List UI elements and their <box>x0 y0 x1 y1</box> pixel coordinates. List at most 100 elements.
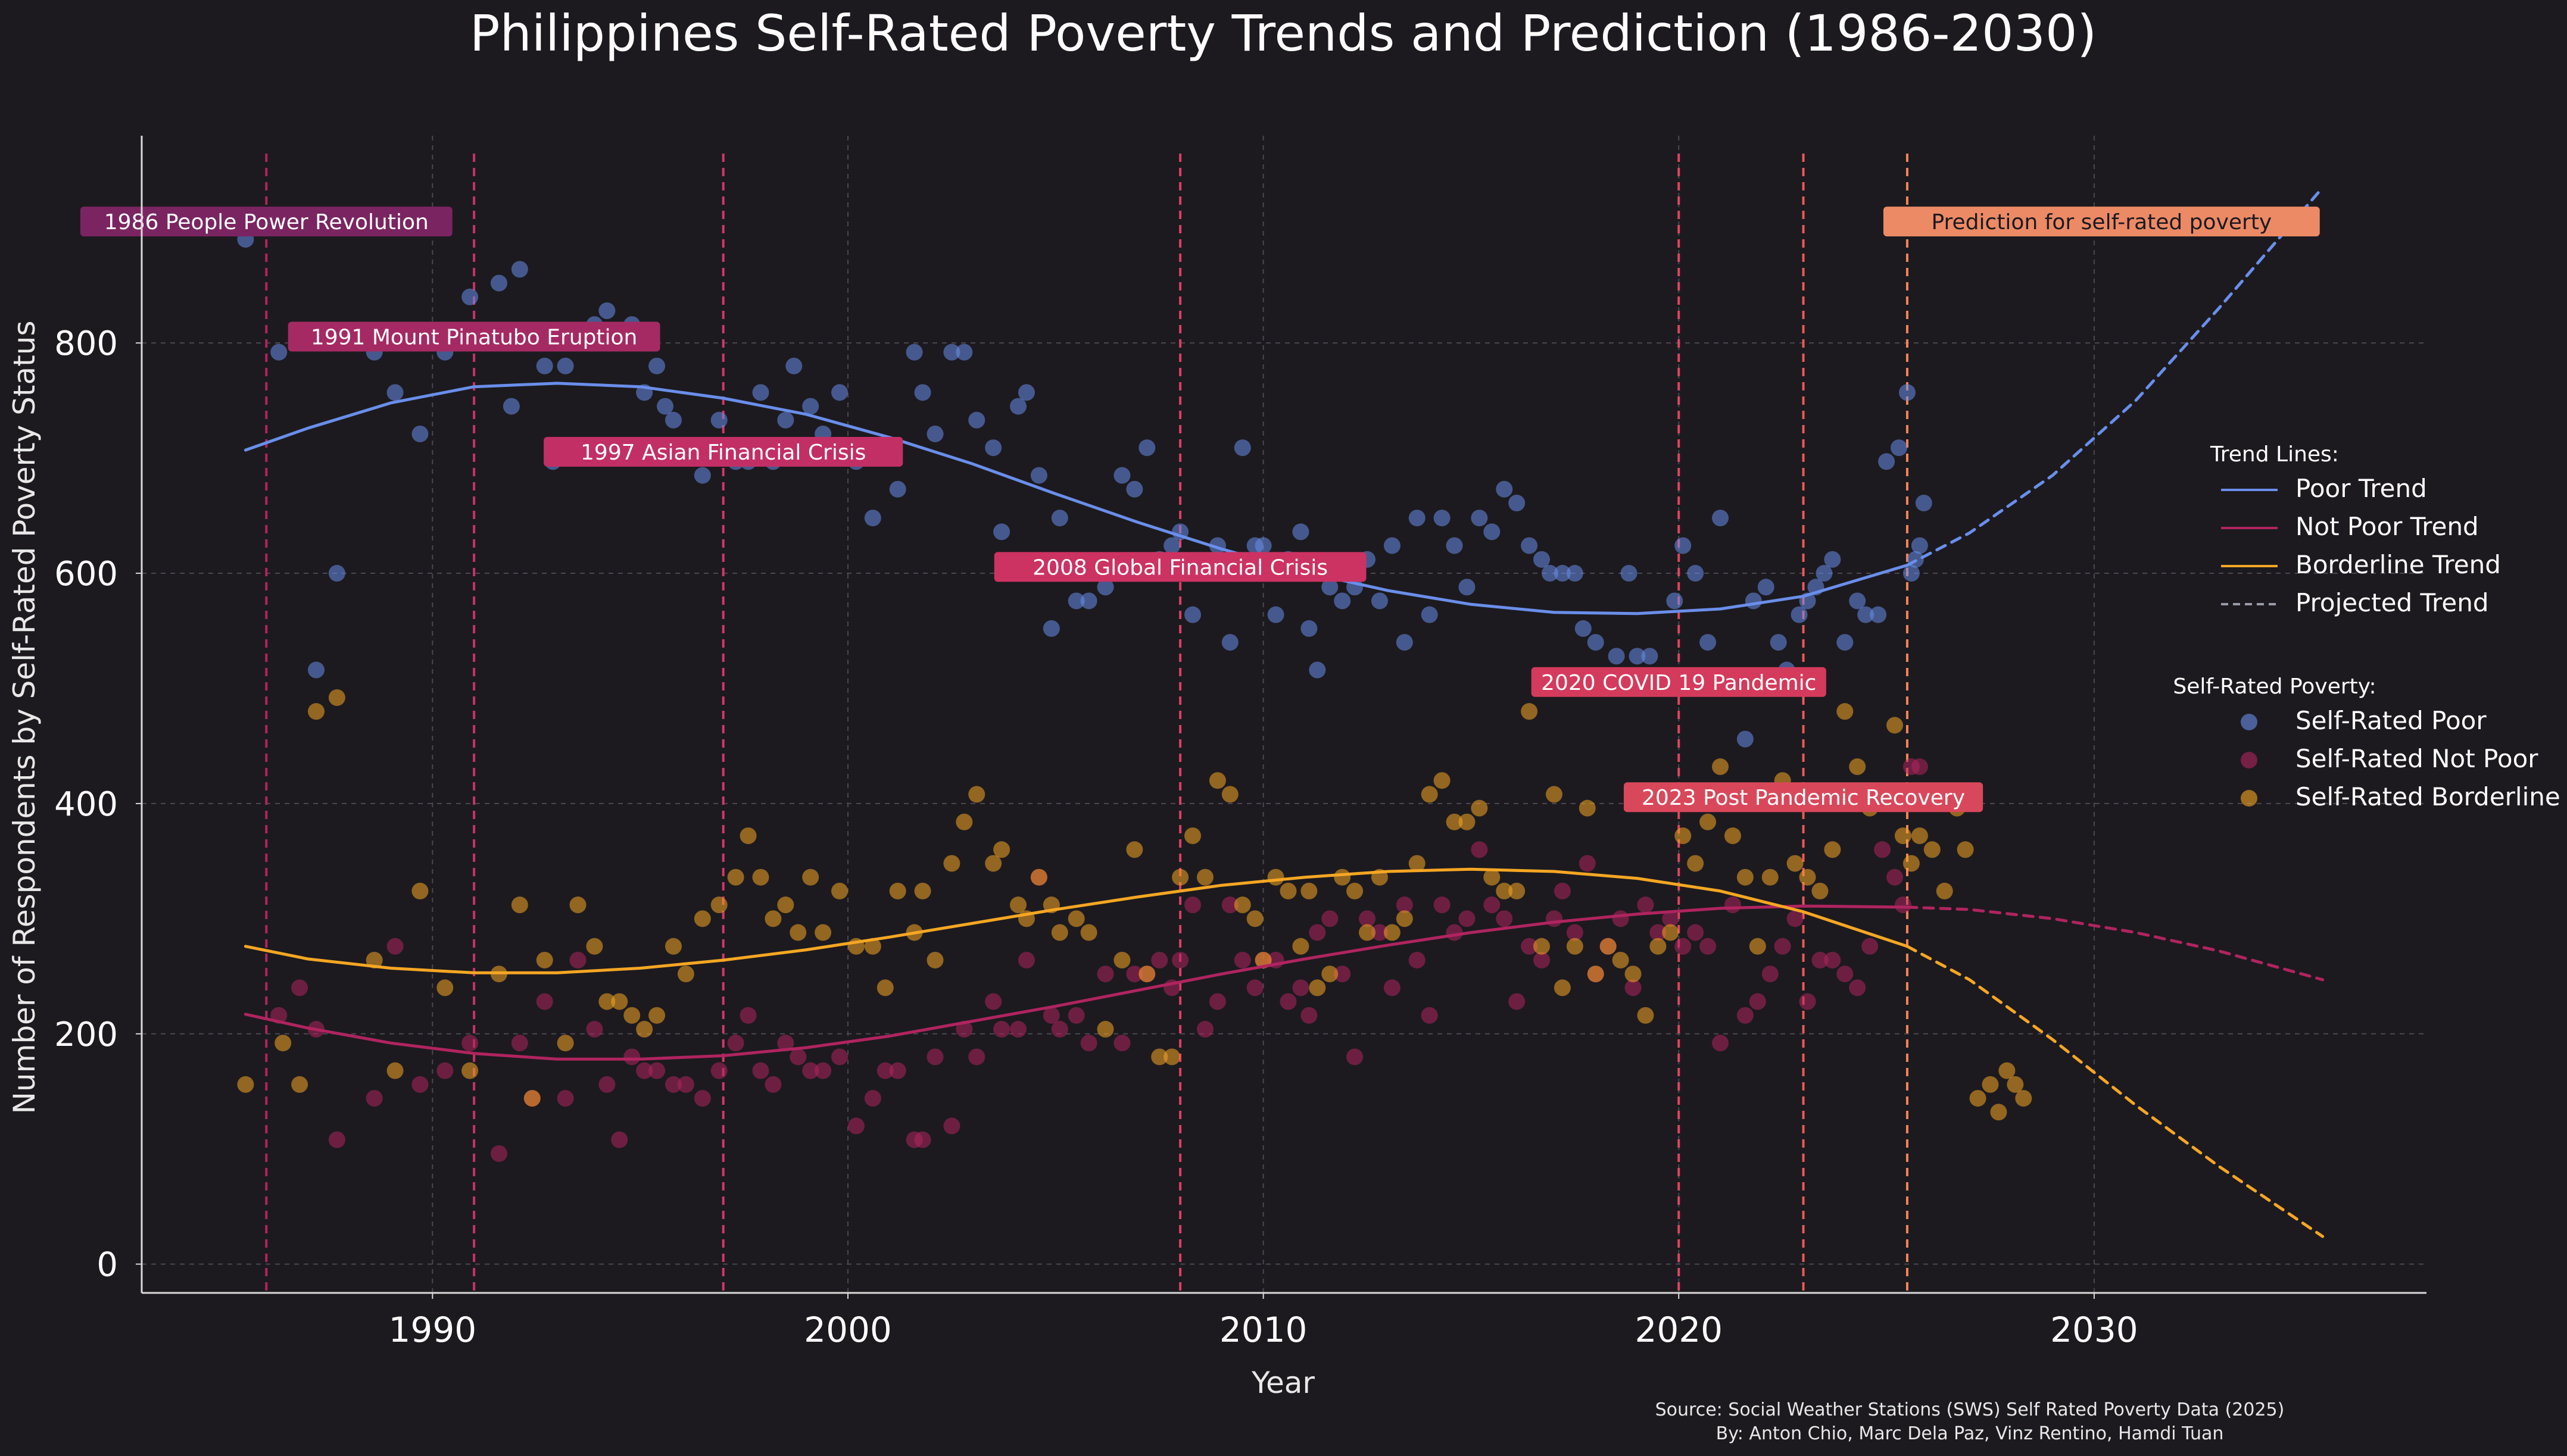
scatter-point <box>877 979 894 996</box>
scatter-point <box>611 1131 628 1148</box>
scatter-point <box>710 411 728 429</box>
scatter-point <box>831 882 849 899</box>
scatter-point <box>968 1048 985 1066</box>
scatter-point <box>1151 951 1168 968</box>
scatter-point <box>1712 510 1729 527</box>
scatter-point <box>1786 910 1804 927</box>
scatter-point <box>1736 730 1754 748</box>
scatter-point <box>1749 993 1766 1010</box>
scatter-point <box>1280 993 1297 1010</box>
x-tick-label-1990: 1990 <box>389 1310 477 1350</box>
trend-line-1 <box>244 904 1909 1061</box>
scatter-point <box>790 1048 807 1066</box>
scatter-point <box>1172 868 1189 886</box>
scatter-point <box>1761 868 1779 886</box>
scatter-point <box>914 1131 931 1148</box>
scatter-point <box>1566 924 1583 941</box>
scatter-point <box>956 1021 973 1038</box>
scatter-point <box>1894 827 1911 845</box>
scatter-point <box>1554 882 1571 899</box>
axes-layer: 0 200 400 600 800 1990 2000 2010 2020 2030 <box>54 136 2426 1350</box>
event-label-5: 2023 Post Pandemic Recovery <box>1623 782 1983 813</box>
scatter-point <box>1699 938 1717 955</box>
scatter-point <box>1113 951 1131 968</box>
scatter-point <box>1010 398 1027 415</box>
scatter-point <box>1018 384 1035 401</box>
scatter-point <box>740 827 757 845</box>
scatter-point <box>1902 565 1920 582</box>
scatter-point <box>914 384 931 401</box>
scatter-point <box>1545 910 1562 927</box>
x-tick-label-2030: 2030 <box>2050 1310 2138 1350</box>
scatter-point <box>906 343 923 361</box>
scatter-point <box>623 1048 641 1066</box>
scatter-point <box>1433 896 1451 914</box>
scatter-point <box>1745 592 1762 610</box>
scatter-point <box>1894 896 1911 914</box>
scatter-point <box>308 703 325 720</box>
scatter-point <box>1234 439 1251 457</box>
scatter-point <box>1699 634 1717 651</box>
projected-line-5 <box>1905 945 2325 1238</box>
scatter-point <box>1554 979 1571 996</box>
scatter-point <box>956 343 973 361</box>
scatter-point <box>752 384 769 401</box>
scatter-point <box>503 398 520 415</box>
scatter-point <box>366 951 383 968</box>
scatter-point <box>1521 537 1538 554</box>
scatter-point <box>889 1062 906 1079</box>
scatter-point <box>1508 882 1526 899</box>
scatter-point <box>1018 951 1035 968</box>
scatter-point <box>328 689 345 706</box>
source-line-2: By: Anton Chio, Marc Dela Paz, Vinz Rent… <box>1716 1423 2224 1444</box>
y-tick-label-0: 0 <box>96 1246 118 1285</box>
scatter-point <box>648 357 666 374</box>
scatter-point <box>1164 537 1181 554</box>
scatter-point <box>598 1076 616 1093</box>
scatter-point <box>877 1062 894 1079</box>
legend-scatter-label-2: Self-Rated Borderline <box>2295 782 2560 811</box>
scatter-point <box>557 357 574 374</box>
scatter-point <box>1891 439 1908 457</box>
scatter-point <box>461 288 479 305</box>
event-label-2: 1997 Asian Financial Crisis <box>544 436 903 467</box>
scatter-point <box>1267 868 1284 886</box>
scatter-point <box>1300 882 1318 899</box>
scatter-point <box>386 1062 404 1079</box>
scatter-point <box>677 966 694 983</box>
scatter-point <box>1068 1007 1085 1024</box>
scatter-point <box>1097 1021 1114 1038</box>
scatter-point <box>864 510 881 527</box>
legend-trend-title: Trend Lines: <box>2210 442 2339 467</box>
scatter-point <box>943 343 960 361</box>
scatter-point <box>1408 510 1426 527</box>
x-axis-label: Year <box>1251 1366 1315 1400</box>
scatter-point <box>889 480 906 498</box>
scatter-point <box>993 841 1010 858</box>
scatter-point <box>1849 758 1866 776</box>
scatter-point <box>1433 510 1451 527</box>
scatter-point <box>943 1117 960 1135</box>
scatter-point <box>1641 648 1658 665</box>
scatter-point <box>2007 1076 2024 1093</box>
scatter-point <box>1724 896 1741 914</box>
scatter-point <box>802 398 819 415</box>
scatter-point <box>1496 882 1513 899</box>
event-label-text-0: 1986 People Power Revolution <box>104 210 429 235</box>
scatter-point <box>1566 938 1583 955</box>
scatter-point <box>1554 565 1571 582</box>
event-label-box-4 <box>1531 667 1826 697</box>
scatter-point <box>1620 565 1637 582</box>
scatter-point <box>1408 951 1426 968</box>
scatter-point <box>1791 606 1808 623</box>
scatter-point <box>1579 799 1596 817</box>
scatter-point <box>1712 1035 1729 1052</box>
scatter-point <box>1221 786 1239 803</box>
scatter-point <box>1421 786 1438 803</box>
scatter-point <box>291 1076 308 1093</box>
scatter-point <box>411 425 429 442</box>
scatter-point <box>1280 882 1297 899</box>
scatter-point <box>366 1090 383 1107</box>
scatter-point <box>752 868 769 886</box>
scatter-point <box>1824 551 1841 568</box>
